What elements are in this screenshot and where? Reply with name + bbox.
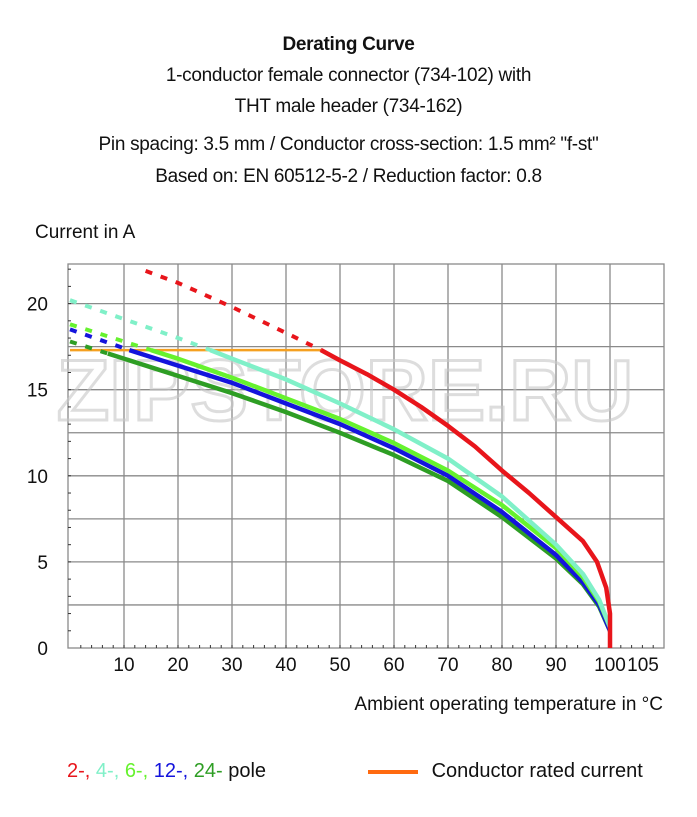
series-2-pole-solid — [320, 348, 613, 648]
y-tick-label: 20 — [27, 295, 48, 316]
x-tick-label: 90 — [545, 655, 566, 676]
y-tick-label: 5 — [37, 553, 48, 574]
x-tick-label: 20 — [167, 655, 188, 676]
subtitle-line-4: Based on: EN 60512-5-2 / Reduction facto… — [155, 166, 542, 187]
legend-pole-suffix: pole — [228, 760, 267, 782]
y-axis-label: Current in A — [35, 222, 136, 243]
legend-rated-swatch — [368, 769, 418, 774]
chart-title: Derating Curve — [282, 34, 415, 55]
legend-entry-24-pole: 24- — [193, 760, 229, 782]
subtitle-line-1: 1-conductor female connector (734-102) w… — [165, 65, 532, 86]
x-tick-label: 10 — [113, 655, 134, 676]
x-tick-label: 70 — [437, 655, 458, 676]
x-tick-label: 50 — [329, 655, 350, 676]
x-tick-label: 105 — [627, 655, 659, 676]
series-24-pole-dashed — [69, 339, 109, 356]
legend-entry-6-pole: 6-, — [124, 760, 154, 782]
series-4-pole-solid — [209, 348, 613, 629]
legend-rated: Conductor rated current — [368, 760, 643, 783]
y-tick-label: 10 — [27, 467, 48, 488]
x-axis-label: Ambient operating temperature in °C — [354, 694, 663, 715]
x-tick-label: 60 — [383, 655, 404, 676]
series-12-pole-solid — [128, 347, 613, 632]
y-tick-label: 0 — [37, 639, 48, 660]
series-6-pole-dashed — [69, 322, 152, 353]
series-4-pole-dashed — [69, 298, 212, 352]
legend-rated-label: Conductor rated current — [431, 760, 643, 782]
y-tick-label: 15 — [27, 381, 48, 402]
legend-entry-12-pole: 12-, — [153, 760, 194, 782]
series-2-pole-dashed — [144, 269, 322, 352]
x-tick-label: 80 — [491, 655, 512, 676]
series-12-pole-dashed — [69, 327, 131, 352]
subtitle-line-2: THT male header (734-162) — [234, 96, 463, 117]
legend-poles: 2-, 4-, 6-, 12-, 24- pole — [67, 760, 266, 783]
subtitle-line-3: Pin spacing: 3.5 mm / Conductor cross-se… — [98, 134, 599, 155]
plot-border — [67, 263, 665, 649]
x-tick-label: 100 — [594, 655, 626, 676]
legend-entry-4-pole: 4-, — [95, 760, 125, 782]
x-tick-label: 40 — [275, 655, 296, 676]
x-tick-label: 30 — [221, 655, 242, 676]
legend-entry-2-pole: 2-, — [67, 760, 96, 782]
